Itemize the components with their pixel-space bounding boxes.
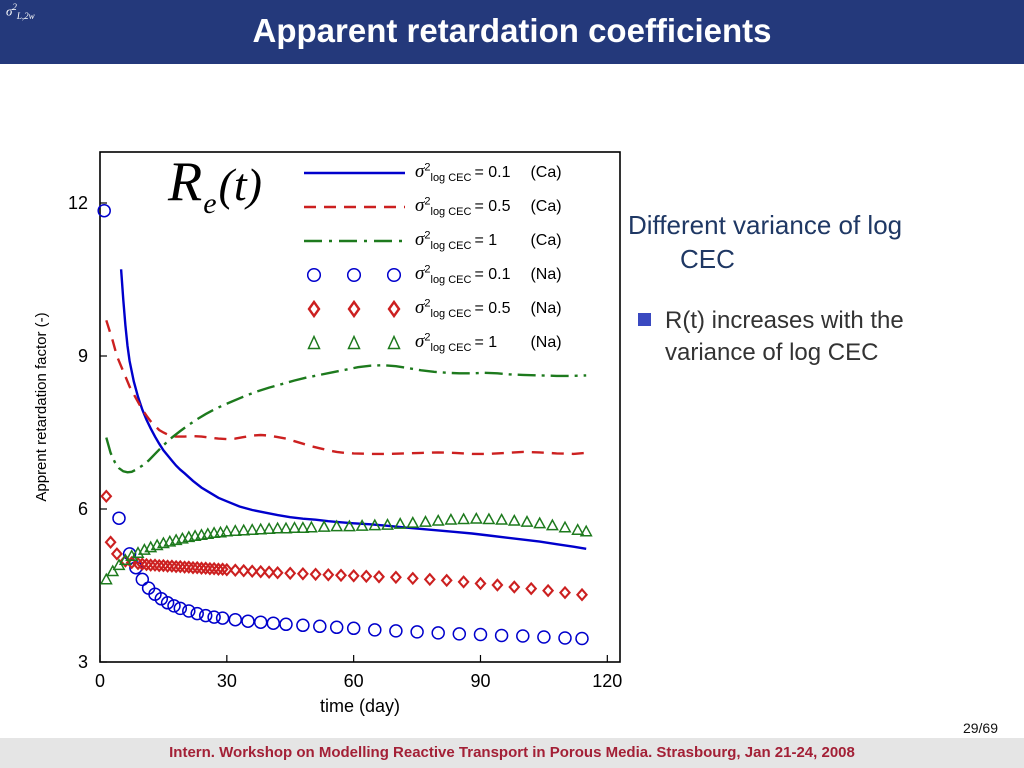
x-tick-label: 90 [470,671,490,691]
slide-title: Apparent retardation coefficients [252,12,772,49]
legend-label: σ2log CEC = 0.5 (Na) [415,297,562,321]
legend-label: σ2log CEC = 1 (Ca) [415,229,562,253]
y-axis-label: Apprent retardation factor (-) [33,312,50,501]
bullet-text: R(t) increases with the variance of log … [665,306,904,367]
corner-formula: σ2L,2w [6,2,35,21]
chart-area: 0 30 60 90 120 3 6 9 12 time (day) Apprent retarda… [30,140,670,740]
series-ca-var0.1 [119,269,587,550]
bullet-item: R(t) increases with the variance of log … [628,305,1008,370]
plot-title-sub: e [203,187,217,220]
series-ca-var0.5 [105,319,587,456]
bullet-square-icon [638,312,651,326]
series-na-var0.5 [100,489,589,602]
note-heading: Different variance of log CEC [628,210,903,275]
corner-sub: L,2w [16,10,35,21]
legend-swatch-triangle-markers-icon [307,334,401,350]
legend-label: σ2log CEC = 0.5 (Ca) [415,195,562,219]
legend-item: σ2log CEC = 1 (Na) [302,326,562,360]
legend-label: σ2log CEC = 1 (Na) [415,331,562,355]
legend-item: σ2log CEC = 0.1 (Na) [302,258,562,292]
x-tick-label: 120 [592,671,622,691]
x-tick-label: 30 [217,671,237,691]
legend-item: σ2log CEC = 0.5 (Ca) [302,190,562,224]
plot-title-rest: (t) [218,159,262,210]
legend-item: σ2log CEC = 1 (Ca) [302,224,562,258]
legend-label: σ2log CEC = 0.1 (Ca) [415,161,562,185]
footer-text: Intern. Workshop on Modelling Reactive T… [169,744,855,761]
plot-title-R: R [168,151,203,213]
legend-swatch-dashed-line-icon [304,205,405,209]
legend-label: σ2log CEC = 0.1 (Na) [415,263,562,287]
footer-bar: Intern. Workshop on Modelling Reactive T… [0,738,1024,768]
legend-swatch-diamond-markers-icon [307,299,401,319]
y-tick-label: 3 [78,652,88,672]
y-tick-label: 12 [68,193,88,213]
legend-item: σ2log CEC = 0.5 (Na) [302,292,562,326]
corner-sigma: σ [6,3,13,19]
page-number: 29/69 [962,720,998,736]
x-tick-label: 60 [344,671,364,691]
slide-header: σ2L,2w Apparent retardation coefficients [0,0,1024,64]
series-na-var1 [99,511,593,585]
legend-swatch-dashdot-line-icon [304,239,405,243]
legend-item: σ2log CEC = 0.1 (Ca) [302,156,562,190]
x-tick-label: 0 [95,671,105,691]
y-tick-label: 9 [78,346,88,366]
plot-title: Re(t) [168,150,262,220]
plot-frame [99,151,621,663]
x-axis-label: time (day) [320,696,400,716]
y-tick-label: 6 [78,499,88,519]
retardation-chart: 0 30 60 90 120 3 6 9 12 time (day) Apprent retarda… [33,151,622,716]
legend-swatch-circle-markers-icon [306,267,402,283]
notes-panel: Different variance of log CEC R(t) incre… [628,208,1008,369]
corner-sup: 2 [12,2,17,12]
legend-swatch-solid-line-icon [304,171,405,175]
chart-legend: σ2log CEC = 0.1 (Ca) σ2log CEC = 0.5 (Ca) σ2… [302,156,562,360]
series-ca-var1 [105,363,587,474]
